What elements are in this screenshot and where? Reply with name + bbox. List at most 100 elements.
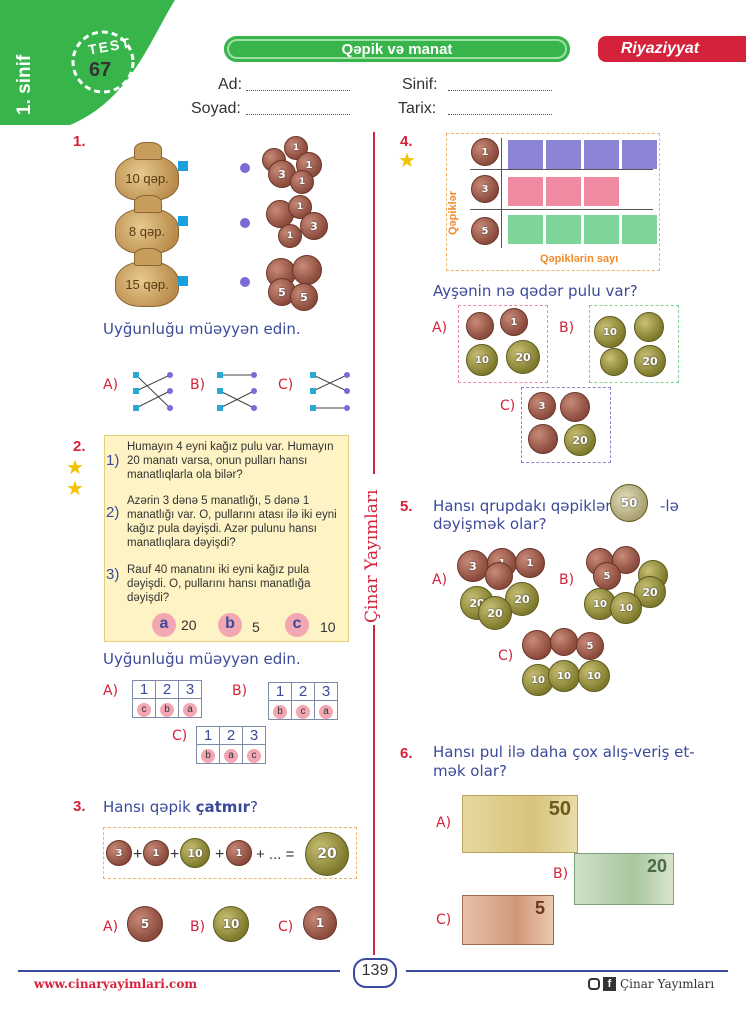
date-field[interactable] xyxy=(448,114,552,115)
q1b-dot2 xyxy=(251,388,257,394)
q2-prompt: Uyğunluğu müəyyən edin. xyxy=(103,650,301,668)
q3-option-a-label[interactable]: A) xyxy=(103,919,119,935)
q2-item-3-text: Rauf 40 manatını iki eyni kağız pula dəy… xyxy=(127,564,311,604)
q5-option-a-label[interactable]: A) xyxy=(432,572,448,588)
test-number: 67 xyxy=(89,59,112,81)
q1-option-a-label[interactable]: A) xyxy=(103,377,119,393)
q6-option-a-label[interactable]: A) xyxy=(436,815,452,831)
q5-b-coin: 10 xyxy=(610,592,642,624)
q1a-dot2 xyxy=(167,388,173,394)
banknote-5[interactable]: 5 xyxy=(462,895,554,945)
q4-cell-mint xyxy=(546,215,581,244)
footer-brand: Çinar Yayımları xyxy=(620,977,715,991)
banknote-5-value: 5 xyxy=(534,898,545,918)
q4-c-coin-2 xyxy=(560,392,590,422)
q4-option-a-box[interactable] xyxy=(458,305,548,383)
q5-option-b-label[interactable]: B) xyxy=(559,572,575,588)
q3-prompt-start: Hansı qəpik xyxy=(103,798,196,816)
topic-title: Qəpik və manat xyxy=(341,41,453,58)
q5-option-c-label[interactable]: C) xyxy=(498,648,514,664)
q4-b-coin-1: 10 xyxy=(594,316,626,348)
cell: a xyxy=(314,700,338,720)
q1-option-c-diagram[interactable] xyxy=(305,368,355,416)
facebook-icon[interactable]: f xyxy=(603,977,616,991)
q5-prompt-b: -lə xyxy=(660,497,679,515)
q4-option-a-label[interactable]: A) xyxy=(432,320,448,336)
q4-b-coin-2 xyxy=(634,312,664,342)
q4-option-b-box[interactable] xyxy=(589,305,679,383)
q6-option-b-label[interactable]: B) xyxy=(553,866,569,882)
q3-eq-coin-4: 1 xyxy=(226,840,252,866)
q5-number: 5. xyxy=(400,498,413,515)
q6-option-c-label[interactable]: C) xyxy=(436,912,452,928)
q4-row-coin-1: 1 xyxy=(471,138,499,166)
q2-item-1-number: 1) xyxy=(106,452,120,469)
cell: 1 xyxy=(196,726,220,745)
q3-option-a-coin[interactable]: 5 xyxy=(127,906,163,942)
q2-option-b-label[interactable]: B) xyxy=(232,683,248,699)
center-divider-lower xyxy=(373,625,375,955)
q3-prompt: Hansı qəpik çatmır? xyxy=(103,798,258,817)
q4-row-line-1 xyxy=(470,169,653,170)
q2-number: 2. xyxy=(73,438,86,455)
q4-cell-pink xyxy=(546,177,581,206)
q3-option-c-coin[interactable]: 1 xyxy=(303,906,337,940)
q1-option-b-diagram[interactable] xyxy=(212,368,262,416)
match-square-1 xyxy=(178,161,188,171)
q1-option-a-diagram[interactable] xyxy=(128,368,178,416)
q5-a-coin xyxy=(485,562,513,590)
q4-option-c-box[interactable] xyxy=(521,387,611,463)
class-field-label: Sinif: xyxy=(402,76,438,93)
cell: b xyxy=(196,744,220,764)
choice-a-value: 20 xyxy=(181,617,197,633)
q1-option-b-label[interactable]: B) xyxy=(190,377,206,393)
class-field[interactable] xyxy=(448,90,552,91)
coin-pile-1e: 1 xyxy=(290,170,314,194)
q4-option-c-label[interactable]: C) xyxy=(500,398,516,414)
q2-item-3-number: 3) xyxy=(106,566,120,583)
q3-plus-4: + ... = xyxy=(256,846,295,863)
q4-option-b-label[interactable]: B) xyxy=(559,320,575,336)
banknote-50[interactable]: 50 xyxy=(462,795,578,853)
instagram-icon[interactable] xyxy=(588,978,600,990)
q3-plus-1: + xyxy=(133,846,143,863)
website-link[interactable]: www.cinaryayimlari.com xyxy=(34,977,198,991)
q3-option-b-coin[interactable]: 10 xyxy=(213,906,249,942)
q5-c-coin xyxy=(522,630,552,660)
q1-option-c-label[interactable]: C) xyxy=(278,377,294,393)
cell: 3 xyxy=(178,680,202,699)
subject-title: Riyaziyyat xyxy=(620,40,700,57)
q1c-dot1 xyxy=(344,372,350,378)
q4-c-coin-4: 20 xyxy=(564,424,596,456)
subject-banner xyxy=(598,36,746,62)
name-field-label: Ad: xyxy=(218,76,243,93)
q4-cell-mint xyxy=(584,215,619,244)
q1b-dot3 xyxy=(251,405,257,411)
q3-plus-2: + xyxy=(170,846,180,863)
name-field[interactable] xyxy=(246,90,350,91)
q3-option-c-label[interactable]: C) xyxy=(278,919,294,935)
q4-cell-mint xyxy=(622,215,657,244)
footer-rule-right xyxy=(406,970,728,972)
q1c-sq3 xyxy=(310,405,316,411)
q5-c-coin xyxy=(550,628,578,656)
surname-field[interactable] xyxy=(246,114,350,115)
q2-option-c-label[interactable]: C) xyxy=(172,728,188,744)
match-dot-2 xyxy=(240,218,250,228)
q3-eq-coin-3: 10 xyxy=(180,838,210,868)
q5-prompt-a: Hansı qrupdakı qəpikləri xyxy=(433,497,616,515)
q2-option-a-label[interactable]: A) xyxy=(103,683,119,699)
banknote-20[interactable]: 20 xyxy=(574,853,674,905)
choice-b-circle: b xyxy=(218,613,242,637)
q4-prompt: Ayşənin nə qədər pulu var? xyxy=(433,282,638,300)
money-bag-2: 8 qəp. xyxy=(115,195,179,254)
q3-option-b-label[interactable]: B) xyxy=(190,919,206,935)
q5-c-coin: 10 xyxy=(548,660,580,692)
q1-prompt: Uyğunluğu müəyyən edin. xyxy=(103,320,301,338)
side-brand-text: Çinar Yayımları xyxy=(362,489,382,623)
q4-y-axis-label: Qəpiklər xyxy=(447,190,459,235)
q3-plus-3: + xyxy=(215,846,225,863)
